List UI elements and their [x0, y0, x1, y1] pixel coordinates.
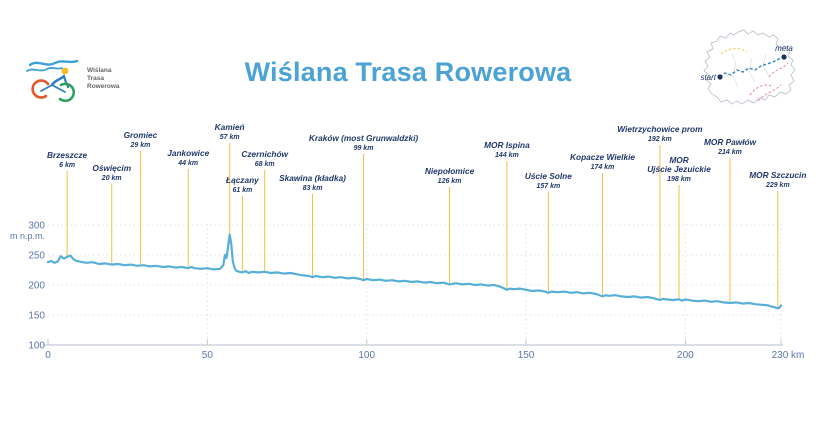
- map-route-yellow: [720, 47, 748, 55]
- waypoint-name: Brzeszcze: [47, 150, 88, 160]
- map-internal-borders: [731, 53, 770, 88]
- x-tick-label: 0: [45, 350, 51, 361]
- map-start-label: start: [700, 73, 716, 82]
- waypoint-name: Gromiec: [124, 130, 158, 140]
- waypoint-km-label: 44 km: [177, 160, 198, 167]
- y-tick-label: 150: [28, 311, 45, 322]
- waypoint-name: Łączany: [225, 175, 259, 185]
- map-region-outline: [703, 29, 796, 105]
- waypoint-name: Czernichów: [241, 149, 288, 159]
- waypoint-km-label: 157 km: [536, 183, 560, 190]
- route-minimap: start meta: [700, 29, 796, 105]
- waypoint-name: Oświęcim: [92, 163, 131, 173]
- logo-wtr: Wiślana Trasa Rowerowa: [24, 54, 120, 104]
- x-tick-label: 230 km: [772, 350, 805, 361]
- waypoint-name: Kopacze Wielkie: [570, 152, 635, 162]
- x-tick-label: 200: [677, 350, 694, 361]
- waypoint-name: Niepołomice: [425, 166, 475, 176]
- cyclist-logo-icon: [26, 59, 79, 103]
- waypoint-km-label: 198 km: [667, 176, 691, 183]
- waypoint-km-label: 57 km: [220, 134, 240, 141]
- y-tick-label: 300: [28, 221, 45, 232]
- map-route-pink: [749, 62, 789, 102]
- map-route-main: [719, 56, 785, 78]
- waypoint-name: Jankowice: [167, 148, 209, 158]
- waypoint-name: Wietrzychowice prom: [617, 124, 703, 134]
- waypoint-name: Kamień: [215, 122, 245, 132]
- waypoint-name: MOR Pawłów: [704, 137, 757, 147]
- waypoint-name: Skawina (kładka): [279, 173, 346, 183]
- waypoint-km-label: 83 km: [303, 185, 323, 192]
- waypoint-name: MOR: [669, 155, 688, 165]
- waypoint-km-label: 229 km: [765, 182, 790, 189]
- logo-text-line3: Rowerowa: [87, 83, 120, 90]
- map-start-dot: [717, 74, 723, 80]
- y-axis-unit-label: m n.p.m.: [10, 231, 45, 241]
- logo-text-line2: Trasa: [87, 75, 104, 82]
- waypoint-name: Kraków (most Grunwaldzki): [309, 133, 418, 143]
- y-tick-label: 100: [28, 341, 45, 352]
- y-tick-label: 250: [28, 251, 45, 262]
- waypoint-name-line2: Ujście Jezuickie: [647, 164, 711, 174]
- x-tick-label: 100: [358, 350, 375, 361]
- waypoint-name: MOR Ispina: [484, 140, 530, 150]
- waypoint-km-label: 6 km: [59, 162, 75, 169]
- waypoint-km-label: 61 km: [232, 187, 252, 194]
- waypoint-km-label: 214 km: [717, 149, 742, 156]
- waypoint-km-label: 174 km: [591, 164, 615, 171]
- waypoint-km-label: 20 km: [101, 175, 122, 182]
- waypoint-km-label: 144 km: [495, 152, 519, 159]
- page-title: Wiślana Trasa Rowerowa: [244, 57, 572, 87]
- logo-text: Wiślana Trasa Rowerowa: [87, 67, 120, 91]
- elevation-line: [46, 233, 783, 310]
- waypoint-km-label: 192 km: [648, 136, 672, 143]
- waypoint-km-label: 29 km: [129, 142, 150, 149]
- y-tick-label: 200: [28, 281, 45, 292]
- waypoint-km-label: 99 km: [354, 145, 374, 152]
- waypoint-km-label: 126 km: [438, 178, 462, 185]
- waypoint-name: Uście Solne: [525, 171, 572, 181]
- x-tick-label: 150: [518, 350, 535, 361]
- x-tick-label: 50: [202, 350, 214, 361]
- map-meta-label: meta: [775, 44, 793, 53]
- waypoint-km-label: 68 km: [255, 161, 275, 168]
- map-meta-dot: [781, 54, 787, 60]
- waypoint-name: MOR Szczucin: [749, 170, 806, 180]
- logo-text-line1: Wiślana: [87, 67, 112, 74]
